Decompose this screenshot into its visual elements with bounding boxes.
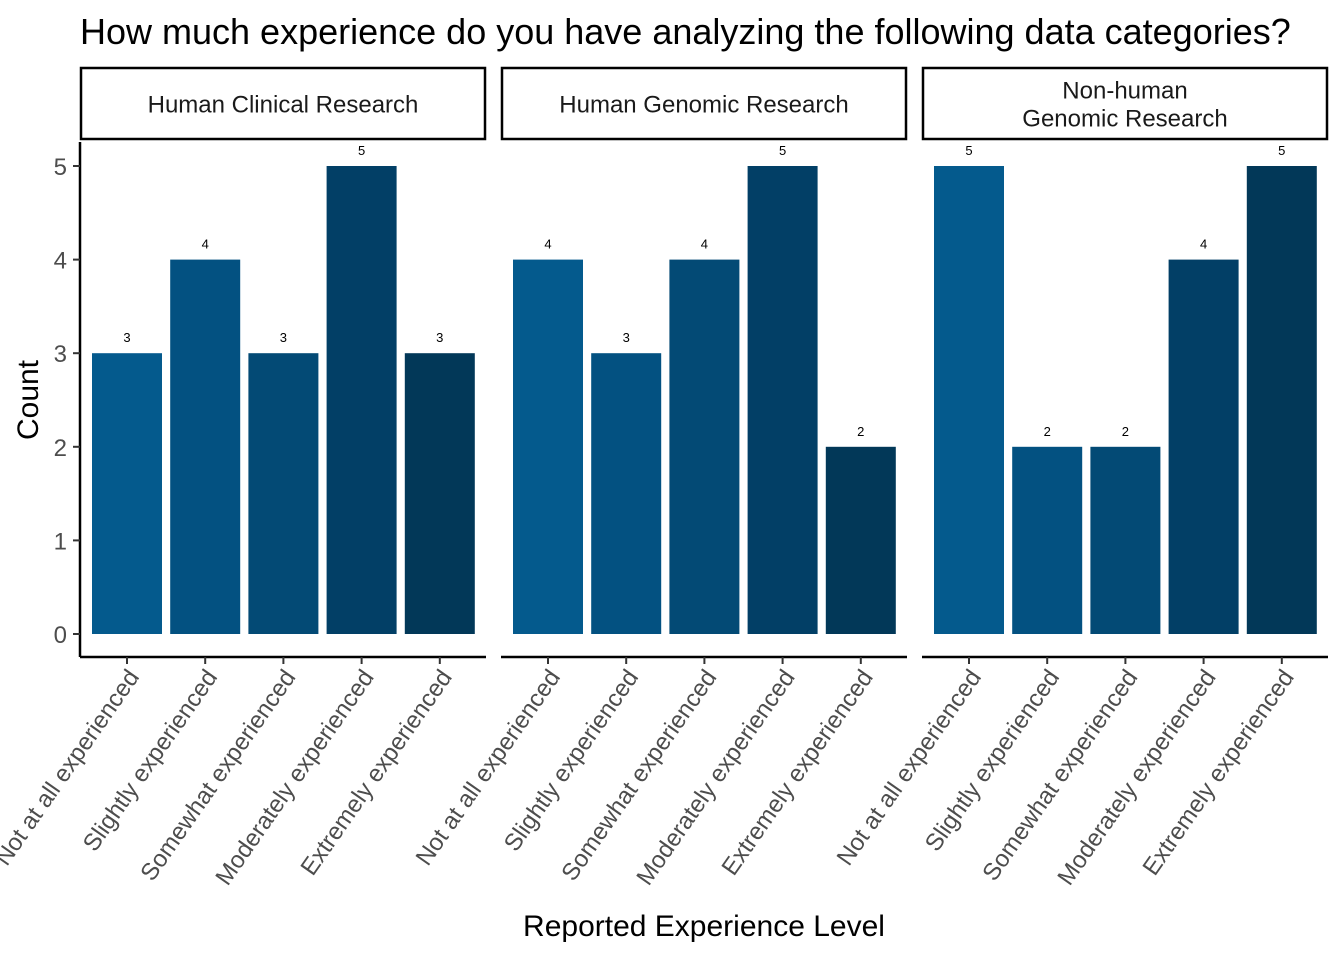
- bar-value-label: 4: [544, 237, 551, 252]
- x-tick-label: Moderately experienced: [210, 665, 379, 890]
- bar-value-label: 3: [623, 330, 630, 345]
- facet-strip-label: Non-human: [1062, 78, 1187, 105]
- x-tick-label: Moderately experienced: [1052, 665, 1221, 890]
- bar-value-label: 3: [436, 330, 443, 345]
- bar-value-label: 5: [1278, 143, 1285, 158]
- x-axis-title: Reported Experience Level: [523, 910, 885, 943]
- bar-value-label: 4: [701, 237, 708, 252]
- y-tick-label: 2: [54, 435, 67, 462]
- facet-strip: [79, 66, 487, 141]
- facet-strip-label: Human Clinical Research: [148, 92, 419, 119]
- y-tick-label: 4: [54, 248, 67, 275]
- bar: [170, 259, 241, 634]
- bar: [591, 353, 662, 634]
- facet-strip: [500, 66, 908, 141]
- bar: [326, 166, 397, 634]
- bar-value-label: 2: [857, 424, 864, 439]
- bar-value-label: 4: [1200, 237, 1207, 252]
- x-tick-label: Extremely experienced: [1138, 665, 1300, 880]
- y-tick-label: 3: [54, 341, 67, 368]
- y-tick-label: 0: [54, 622, 67, 649]
- bar: [747, 166, 818, 634]
- y-tick-label: 5: [54, 154, 67, 181]
- x-tick-label: Not at all experienced: [0, 665, 145, 871]
- facet-strip: [921, 66, 1329, 141]
- y-tick-label: 1: [54, 528, 67, 555]
- x-tick-label: Slightly experienced: [920, 665, 1065, 856]
- bar: [669, 259, 740, 634]
- bar: [248, 353, 319, 634]
- bar-value-label: 3: [280, 330, 287, 345]
- bar: [404, 353, 475, 634]
- bar: [1090, 446, 1161, 634]
- y-axis: 0 1 2 3 4 5: [54, 142, 82, 657]
- x-tick-label: Slightly experienced: [499, 665, 644, 856]
- y-axis-title: Count: [12, 359, 45, 440]
- bar-value-label: 5: [965, 143, 972, 158]
- bar: [1012, 446, 1083, 634]
- bar: [825, 446, 896, 634]
- bar: [1168, 259, 1239, 634]
- x-tick-label: Slightly experienced: [78, 665, 223, 856]
- bar-value-label: 5: [779, 143, 786, 158]
- x-tick-label: Somewhat experienced: [135, 665, 301, 886]
- bar-value-label: 3: [123, 330, 130, 345]
- bar: [1246, 166, 1317, 634]
- bar-value-label: 2: [1122, 424, 1129, 439]
- bar-value-label: 4: [202, 237, 209, 252]
- bar-value-label: 2: [1044, 424, 1051, 439]
- chart-title: How much experience do you have analyzin…: [80, 11, 1291, 52]
- x-tick-label: Somewhat experienced: [556, 665, 722, 886]
- facet-panel: Human Clinical Research 3 Not at all exper…: [0, 66, 487, 890]
- bar: [934, 166, 1004, 634]
- facet-panels: 0 1 2 3 4 5 Human Clinical Research 3 Not at all…: [0, 66, 1329, 890]
- bar: [513, 259, 583, 634]
- facet-strip-label: Human Genomic Research: [559, 92, 848, 119]
- bar: [92, 353, 162, 634]
- facet-strip-label: Genomic Research: [1022, 106, 1227, 133]
- x-tick-label: Moderately experienced: [631, 665, 800, 890]
- bar-value-label: 5: [358, 143, 365, 158]
- x-tick-label: Somewhat experienced: [977, 665, 1143, 886]
